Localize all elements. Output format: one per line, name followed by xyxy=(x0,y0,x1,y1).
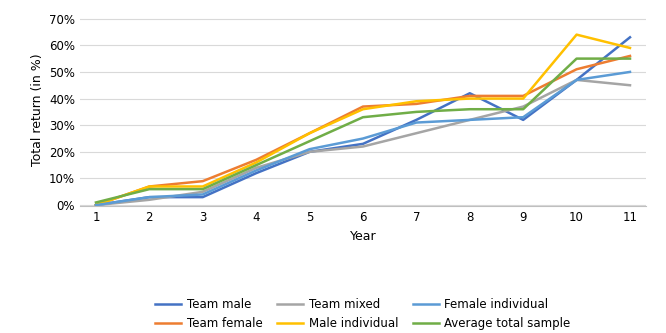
Female individual xyxy=(626,70,634,74)
Male individual xyxy=(92,203,100,207)
Team male xyxy=(466,91,474,95)
Team mixed xyxy=(145,198,153,202)
Team mixed xyxy=(573,78,581,82)
Female individual xyxy=(519,115,527,119)
Line: Average total sample: Average total sample xyxy=(96,59,630,202)
Female individual xyxy=(145,195,153,199)
Average total sample xyxy=(198,187,206,191)
Female individual xyxy=(412,121,420,125)
Female individual xyxy=(359,137,367,141)
Team female xyxy=(412,102,420,106)
Team mixed xyxy=(252,166,260,170)
Team male xyxy=(573,78,581,82)
Legend: Team male, Team female, Team mixed, Male individual, Female individual, Average : Team male, Team female, Team mixed, Male… xyxy=(151,293,575,333)
Team female xyxy=(198,179,206,183)
Team mixed xyxy=(412,131,420,135)
Line: Male individual: Male individual xyxy=(96,35,630,205)
Female individual xyxy=(573,78,581,82)
Team male xyxy=(198,195,206,199)
Line: Team male: Team male xyxy=(96,37,630,205)
Male individual xyxy=(145,184,153,188)
Average total sample xyxy=(466,107,474,111)
Team female xyxy=(92,203,100,207)
Team female xyxy=(306,131,314,135)
Male individual xyxy=(412,99,420,103)
Male individual xyxy=(573,33,581,37)
Average total sample xyxy=(92,200,100,204)
Team mixed xyxy=(519,105,527,109)
Team mixed xyxy=(466,118,474,122)
Team female xyxy=(359,105,367,109)
Line: Team mixed: Team mixed xyxy=(96,80,630,205)
X-axis label: Year: Year xyxy=(350,230,376,243)
Team male xyxy=(359,142,367,146)
Male individual xyxy=(252,161,260,165)
Average total sample xyxy=(626,57,634,61)
Male individual xyxy=(198,184,206,188)
Team mixed xyxy=(359,145,367,149)
Average total sample xyxy=(412,110,420,114)
Line: Team female: Team female xyxy=(96,56,630,205)
Male individual xyxy=(306,131,314,135)
Team female xyxy=(626,54,634,58)
Team male xyxy=(252,171,260,175)
Average total sample xyxy=(145,187,153,191)
Average total sample xyxy=(359,115,367,119)
Team male xyxy=(519,118,527,122)
Y-axis label: Total return (in %): Total return (in %) xyxy=(31,54,43,166)
Team mixed xyxy=(92,203,100,207)
Team male xyxy=(626,35,634,39)
Team male xyxy=(306,150,314,154)
Team male xyxy=(412,118,420,122)
Female individual xyxy=(466,118,474,122)
Average total sample xyxy=(519,107,527,111)
Team female xyxy=(252,158,260,162)
Team male xyxy=(92,203,100,207)
Female individual xyxy=(198,192,206,196)
Male individual xyxy=(626,46,634,50)
Team female xyxy=(145,184,153,188)
Male individual xyxy=(466,97,474,101)
Average total sample xyxy=(252,163,260,167)
Team female xyxy=(519,94,527,98)
Male individual xyxy=(519,97,527,101)
Female individual xyxy=(92,203,100,207)
Team male xyxy=(145,195,153,199)
Team mixed xyxy=(198,190,206,194)
Team female xyxy=(466,94,474,98)
Team female xyxy=(573,67,581,71)
Male individual xyxy=(359,107,367,111)
Average total sample xyxy=(573,57,581,61)
Average total sample xyxy=(306,139,314,143)
Team mixed xyxy=(306,150,314,154)
Line: Female individual: Female individual xyxy=(96,72,630,205)
Female individual xyxy=(252,168,260,172)
Team mixed xyxy=(626,83,634,87)
Female individual xyxy=(306,147,314,151)
